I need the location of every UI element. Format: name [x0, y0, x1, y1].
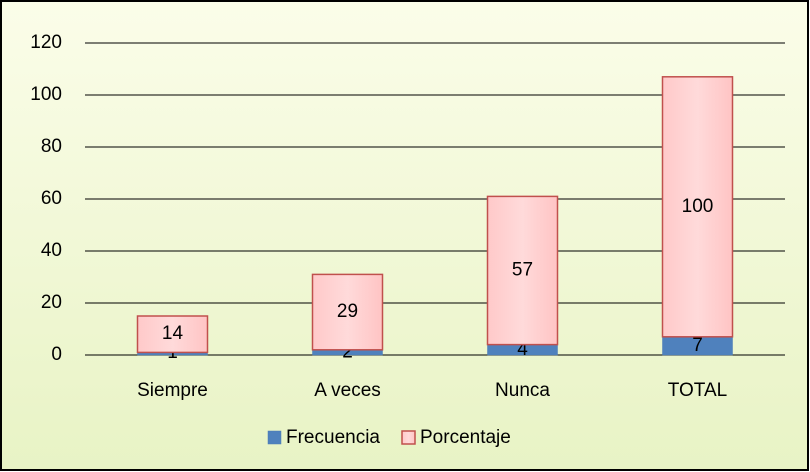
legend-swatch [267, 430, 282, 445]
y-tick-label: 60 [41, 188, 62, 209]
legend-label: Frecuencia [286, 427, 380, 448]
legend-swatch [401, 430, 416, 445]
x-tick-label: Siempre [137, 380, 208, 401]
y-tick-label: 80 [41, 136, 62, 157]
y-tick-label: 120 [30, 32, 62, 53]
x-tick-label: TOTAL [668, 380, 727, 401]
y-tick-label: 0 [51, 344, 62, 365]
y-tick-label: 100 [30, 84, 62, 105]
data-label: 100 [682, 196, 714, 217]
data-label: 7 [692, 335, 703, 356]
y-tick-label: 20 [41, 292, 62, 313]
data-label: 4 [517, 339, 528, 360]
data-label: 29 [337, 301, 358, 322]
data-label: 2 [342, 341, 353, 362]
bar-segment [661, 76, 734, 338]
bar-segment [136, 315, 209, 354]
bar-segment [486, 195, 559, 346]
bar-segment [311, 273, 384, 351]
legend-label: Porcentaje [420, 427, 511, 448]
data-label: 14 [162, 323, 184, 344]
x-tick-label: A veces [314, 380, 381, 401]
y-tick-label: 40 [41, 240, 62, 261]
x-tick-label: Nunca [495, 380, 550, 401]
data-label: 57 [512, 260, 533, 281]
